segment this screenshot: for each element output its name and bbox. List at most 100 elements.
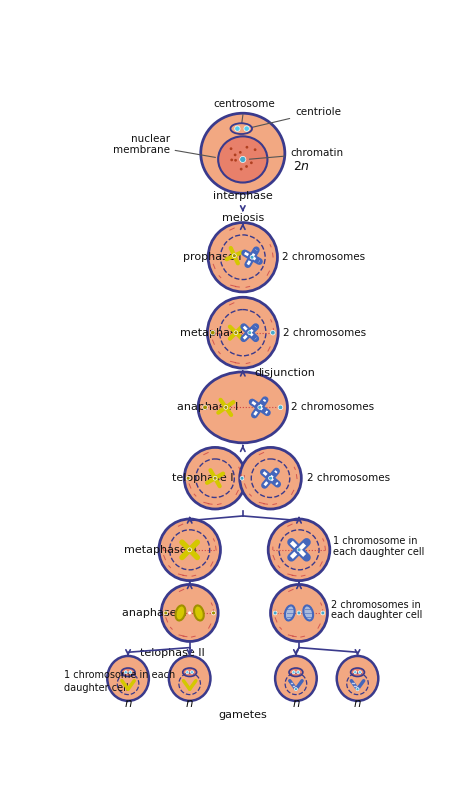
Circle shape — [297, 611, 301, 615]
Circle shape — [294, 688, 298, 691]
Ellipse shape — [240, 447, 301, 509]
Text: gametes: gametes — [219, 710, 267, 720]
Circle shape — [232, 254, 236, 258]
Circle shape — [230, 147, 232, 150]
Text: centriole: centriole — [249, 107, 341, 128]
Ellipse shape — [183, 668, 197, 677]
Ellipse shape — [107, 656, 149, 700]
Circle shape — [273, 611, 277, 615]
Text: anaphase I: anaphase I — [177, 402, 238, 412]
Text: 2 chromosomes: 2 chromosomes — [307, 473, 391, 483]
Text: $\it{n}$: $\it{n}$ — [185, 697, 194, 710]
Ellipse shape — [337, 656, 378, 700]
Circle shape — [278, 405, 283, 410]
Ellipse shape — [161, 584, 218, 642]
Text: 2 chromosomes: 2 chromosomes — [283, 328, 366, 338]
Circle shape — [224, 405, 228, 409]
Circle shape — [186, 476, 190, 480]
Circle shape — [240, 156, 246, 162]
Ellipse shape — [275, 656, 317, 700]
Circle shape — [250, 256, 254, 259]
Circle shape — [164, 611, 168, 615]
Circle shape — [211, 611, 216, 615]
Circle shape — [129, 671, 132, 673]
Circle shape — [354, 671, 357, 673]
Circle shape — [254, 148, 256, 151]
Text: prophase I: prophase I — [183, 252, 241, 262]
Circle shape — [188, 548, 192, 552]
Text: chromatin: chromatin — [249, 148, 344, 159]
Text: metaphase I: metaphase I — [180, 328, 249, 338]
Text: 2 chromosomes: 2 chromosomes — [282, 252, 365, 262]
Circle shape — [359, 671, 361, 673]
Circle shape — [245, 165, 248, 168]
Circle shape — [230, 158, 233, 162]
Circle shape — [240, 476, 244, 480]
Text: 1 chromosome in each
daughter cell: 1 chromosome in each daughter cell — [64, 670, 175, 693]
Ellipse shape — [208, 223, 278, 292]
Text: each daughter cell: each daughter cell — [331, 611, 422, 620]
Circle shape — [234, 331, 238, 334]
Text: metaphase II: metaphase II — [124, 544, 197, 555]
Ellipse shape — [303, 606, 313, 621]
Ellipse shape — [198, 372, 288, 443]
Text: $\it{n}$: $\it{n}$ — [124, 697, 132, 710]
Ellipse shape — [184, 447, 246, 509]
Circle shape — [210, 330, 215, 335]
Circle shape — [240, 168, 243, 170]
Circle shape — [297, 671, 300, 673]
Ellipse shape — [121, 668, 135, 677]
Ellipse shape — [218, 136, 267, 182]
Circle shape — [297, 548, 301, 552]
Ellipse shape — [194, 606, 204, 621]
Circle shape — [203, 405, 207, 410]
Ellipse shape — [159, 519, 220, 580]
Ellipse shape — [285, 606, 295, 621]
Circle shape — [191, 671, 193, 673]
Text: anaphase II: anaphase II — [122, 608, 186, 618]
Ellipse shape — [350, 668, 365, 677]
Circle shape — [248, 331, 252, 334]
Circle shape — [213, 476, 217, 480]
Text: telophase II: telophase II — [140, 648, 204, 657]
Circle shape — [269, 476, 272, 480]
Text: telophase I: telophase I — [172, 473, 234, 483]
Text: 2 chromosomes: 2 chromosomes — [290, 402, 374, 412]
Text: meiosis: meiosis — [222, 213, 264, 223]
Circle shape — [250, 162, 253, 164]
Circle shape — [239, 151, 242, 154]
Circle shape — [188, 611, 191, 615]
Ellipse shape — [230, 123, 252, 134]
Circle shape — [321, 611, 325, 615]
Circle shape — [258, 405, 262, 409]
Text: $\it{n}$: $\it{n}$ — [291, 697, 300, 710]
Text: centrosome: centrosome — [213, 99, 275, 124]
Circle shape — [234, 159, 237, 162]
Circle shape — [245, 146, 248, 149]
Circle shape — [235, 126, 240, 131]
Ellipse shape — [268, 519, 330, 580]
Circle shape — [356, 688, 359, 691]
Ellipse shape — [207, 297, 278, 368]
Circle shape — [186, 671, 189, 673]
Ellipse shape — [169, 656, 210, 700]
Circle shape — [244, 126, 249, 131]
Circle shape — [297, 548, 301, 552]
Text: $\it{n}$: $\it{n}$ — [353, 697, 362, 710]
Ellipse shape — [201, 113, 285, 193]
Ellipse shape — [175, 606, 185, 621]
Text: interphase: interphase — [213, 192, 272, 201]
Circle shape — [124, 671, 127, 673]
Ellipse shape — [289, 668, 303, 677]
Text: each daughter cell: each daughter cell — [333, 547, 424, 557]
Circle shape — [234, 154, 236, 156]
Circle shape — [271, 330, 275, 335]
Text: disjunction: disjunction — [254, 368, 315, 378]
Text: 2$\it{n}$: 2$\it{n}$ — [293, 160, 310, 174]
Circle shape — [187, 548, 192, 552]
Circle shape — [292, 671, 295, 673]
Ellipse shape — [271, 584, 327, 642]
Text: 1 chromosome in: 1 chromosome in — [333, 537, 417, 546]
Text: 2 chromosomes in: 2 chromosomes in — [331, 599, 420, 610]
Text: nuclear
membrane: nuclear membrane — [113, 134, 215, 158]
